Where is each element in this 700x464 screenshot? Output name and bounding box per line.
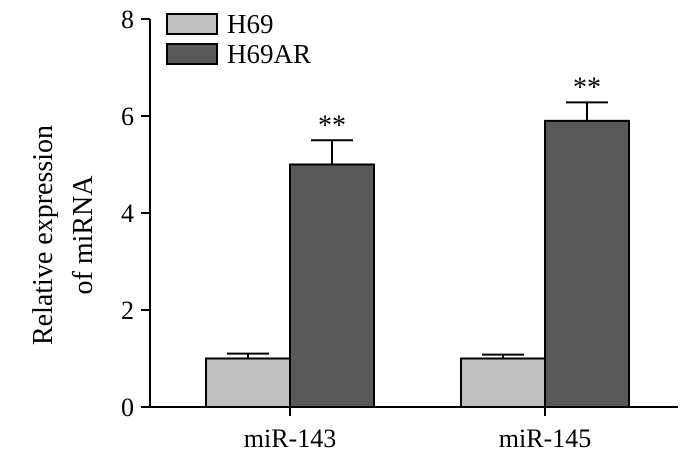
y-tick-label: 4 bbox=[121, 199, 134, 228]
bar-h69ar-mir-143 bbox=[289, 163, 375, 408]
y-axis-label-line-2: of miRNA bbox=[68, 175, 99, 295]
bar-h69-mir-145 bbox=[460, 357, 546, 408]
y-axis-label-line-1: Relative expression bbox=[28, 125, 59, 345]
legend-label-h69: H69 bbox=[227, 9, 274, 39]
plot-area: 0 2 4 6 8 miR-143 miR-145 ** ** bbox=[121, 5, 678, 453]
bar-h69ar-mir-145 bbox=[544, 119, 630, 408]
y-tick-label: 6 bbox=[121, 102, 134, 131]
significance-marker: ** bbox=[318, 110, 346, 141]
x-tick-label: miR-145 bbox=[499, 424, 591, 453]
legend-swatch-h69ar bbox=[166, 43, 218, 65]
y-axis-label: Relative expression of miRNA bbox=[28, 125, 99, 345]
y-tick-label: 8 bbox=[121, 5, 134, 34]
significance-marker: ** bbox=[573, 72, 601, 103]
bar-h69-mir-143 bbox=[205, 357, 291, 408]
legend-swatch-h69 bbox=[166, 13, 218, 35]
y-tick-label: 2 bbox=[121, 296, 134, 325]
x-tick-label: miR-143 bbox=[244, 424, 336, 453]
y-tick-label: 0 bbox=[121, 393, 134, 422]
legend-label-h69ar: H69AR bbox=[227, 39, 311, 69]
